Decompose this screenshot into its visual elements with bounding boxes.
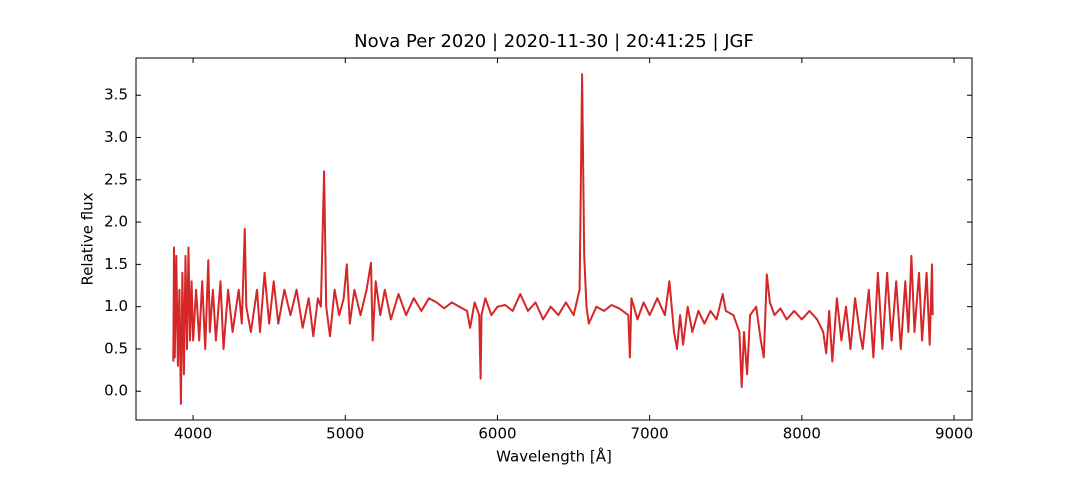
y-tick-label: 0.5: [104, 339, 128, 357]
y-tick-label: 1.0: [104, 297, 128, 315]
chart-title: Nova Per 2020 | 2020-11-30 | 20:41:25 | …: [354, 31, 754, 52]
x-tick-label: 6000: [478, 425, 516, 443]
y-axis-label: Relative flux: [79, 192, 97, 285]
plot-frame: [135, 57, 973, 421]
x-tick-label: 7000: [631, 425, 669, 443]
x-axis-label: Wavelength [Å]: [496, 447, 612, 466]
y-tick-label: 0.0: [104, 382, 128, 400]
y-tick-label: 3.5: [104, 86, 128, 104]
y-tick-label: 2.5: [104, 170, 128, 188]
y-tick-label: 1.5: [104, 255, 128, 273]
x-tick-label: 4000: [174, 425, 212, 443]
x-tick-label: 5000: [326, 425, 364, 443]
x-tick-label: 8000: [783, 425, 821, 443]
y-tick-label: 2.0: [104, 213, 128, 231]
spectrum-line: [172, 73, 934, 405]
y-tick-label: 3.0: [104, 128, 128, 146]
x-tick-label: 9000: [935, 425, 973, 443]
